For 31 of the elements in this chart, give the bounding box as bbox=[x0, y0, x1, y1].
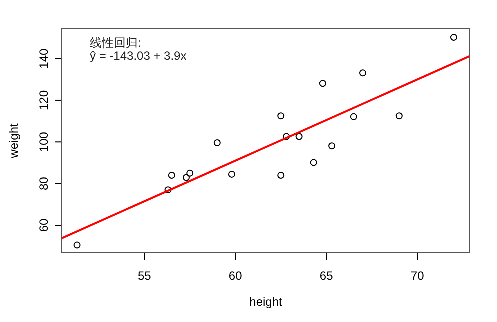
point bbox=[164, 186, 172, 194]
x-tick-label: 60 bbox=[228, 269, 243, 283]
point bbox=[328, 142, 336, 150]
y-tick-label: 80 bbox=[37, 176, 51, 190]
point bbox=[74, 242, 81, 249]
point bbox=[228, 170, 236, 178]
point bbox=[296, 133, 303, 140]
point bbox=[186, 170, 194, 177]
point bbox=[168, 172, 176, 179]
point bbox=[319, 80, 326, 88]
point bbox=[359, 70, 366, 77]
point bbox=[396, 112, 403, 120]
point bbox=[350, 113, 358, 120]
y-axis-title: weight bbox=[7, 122, 21, 160]
x-tick-label: 70 bbox=[410, 269, 425, 283]
point bbox=[182, 174, 190, 182]
point bbox=[450, 34, 458, 42]
y-tick-label: 60 bbox=[37, 218, 51, 232]
point bbox=[278, 172, 285, 179]
y-tick-label: 140 bbox=[37, 48, 51, 69]
annotation: 线性回归: bbox=[90, 36, 142, 50]
point bbox=[214, 139, 221, 146]
x-tick-label: 65 bbox=[320, 269, 334, 283]
x-tick-label: 55 bbox=[138, 269, 152, 283]
y-tick-label: 120 bbox=[37, 90, 51, 110]
x-axis-title: height bbox=[250, 295, 284, 309]
annotation: ŷ = -143.03 + 3.9x bbox=[90, 49, 187, 63]
y-tick-label: 100 bbox=[37, 132, 51, 152]
point bbox=[278, 112, 285, 120]
point bbox=[283, 133, 290, 140]
point bbox=[310, 159, 318, 166]
